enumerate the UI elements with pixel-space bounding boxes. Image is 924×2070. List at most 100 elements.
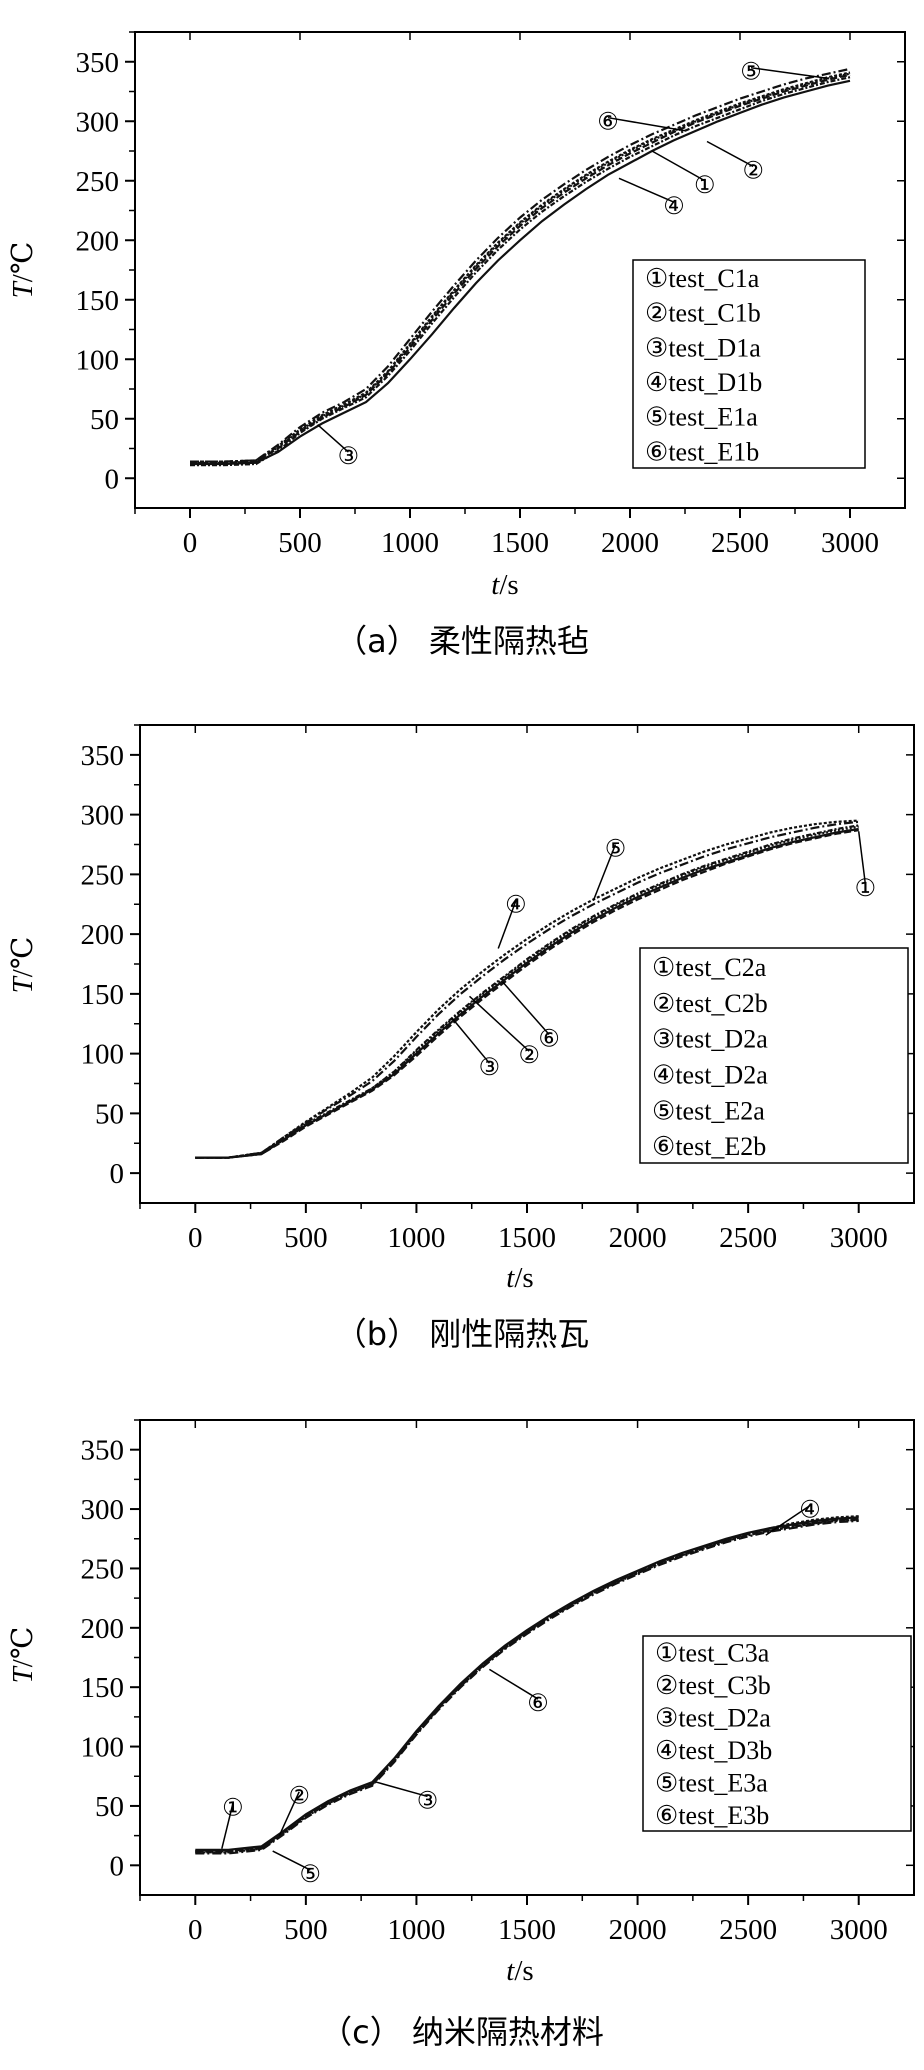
annotation-label: ① — [694, 173, 716, 199]
series-line-2 — [190, 76, 851, 467]
x-tick-label: 1000 — [387, 1914, 445, 1946]
legend-series-name: test_D1a — [668, 333, 761, 362]
annotation-label: ② — [518, 1043, 540, 1069]
annotation-label: ③ — [338, 444, 360, 470]
series-line-5 — [195, 820, 859, 1159]
series-line-3 — [190, 71, 851, 463]
y-tick-label: 300 — [81, 800, 125, 832]
legend-series-name: test_C3a — [678, 1638, 769, 1667]
x-tick-label: 2000 — [601, 527, 659, 559]
annotation-label: ③ — [479, 1055, 501, 1081]
annotation-label: ③ — [417, 1788, 439, 1814]
legend-series-name: test_C3b — [678, 1671, 770, 1700]
annotation-leader — [618, 177, 675, 203]
legend-series-name: test_D2a — [678, 1703, 771, 1732]
x-tick-label: 0 — [188, 1222, 203, 1254]
annotation-leader — [489, 1668, 539, 1700]
annotation-leader — [278, 1791, 300, 1836]
legend-marker: ① — [655, 1638, 678, 1667]
chart-panel-2: 0 500 1000 1500 2000 2500 3000 0 50 100 150 200 250 3… — [7, 1419, 915, 2051]
legend-series-name: test_C2a — [675, 953, 766, 982]
y-axis-variable: T — [7, 1665, 39, 1683]
legend-series-name: test_C2b — [675, 989, 767, 1018]
legend-series-name: test_D2a — [675, 1060, 768, 1089]
annotation-leader — [376, 1781, 428, 1798]
y-tick-label: 350 — [76, 47, 120, 79]
annotation-leader — [607, 116, 686, 132]
legend-entry: ②test_C2b — [652, 989, 768, 1018]
annotation-label: ⑤ — [300, 1862, 322, 1888]
annotation-leader — [750, 66, 829, 80]
legend-marker: ③ — [655, 1703, 678, 1732]
annotation-leader — [765, 1504, 811, 1536]
annotation-leader — [451, 1017, 490, 1064]
legend-box — [632, 259, 866, 469]
legend-series-name: test_C1a — [668, 264, 759, 293]
x-axis-unit: /s — [514, 1955, 533, 1987]
legend-box — [639, 947, 909, 1164]
y-axis-label: T/℃ — [7, 1627, 39, 1684]
legend-marker: ④ — [655, 1736, 678, 1765]
legend-entry: ②test_C1b — [645, 299, 761, 328]
legend-entry: ③test_D2a — [652, 1025, 768, 1054]
annotation-label: ④ — [505, 893, 527, 919]
legend-entry: ⑤test_E2a — [652, 1096, 765, 1125]
y-tick-label: 150 — [81, 1672, 125, 1704]
y-tick-label: 0 — [110, 1158, 125, 1190]
legend-series-name: test_E3a — [678, 1768, 768, 1797]
legend-marker: ④ — [652, 1060, 675, 1089]
x-tick-label: 2500 — [711, 527, 769, 559]
y-tick-label: 250 — [81, 1553, 125, 1585]
annotation-leader — [651, 150, 706, 182]
x-axis-unit: /s — [514, 1262, 533, 1294]
series-line-6 — [190, 72, 851, 464]
y-tick-label: 50 — [95, 1098, 124, 1130]
y-tick-label: 350 — [81, 1435, 125, 1467]
legend-marker: ⑤ — [655, 1768, 678, 1797]
legend-marker: ① — [652, 953, 675, 982]
annotation-label: ⑥ — [527, 1691, 549, 1717]
y-tick-label: 100 — [76, 344, 120, 376]
legend-series-name: test_E2a — [675, 1096, 765, 1125]
x-axis-unit: /s — [499, 569, 518, 601]
chart-panel-1: 0 500 1000 1500 2000 2500 3000 0 50 100 150 200 250 3… — [7, 724, 915, 1353]
legend-entry: ⑥test_E3b — [655, 1801, 769, 1830]
annotation-leader — [497, 900, 517, 949]
figure-caption: （c） 纳米隔热材料 — [320, 2013, 604, 2051]
y-tick-label: 50 — [95, 1791, 124, 1823]
annotation-label: ⑥ — [538, 1027, 560, 1053]
x-tick-label: 1500 — [491, 527, 549, 559]
annotation-label: ⑤ — [605, 837, 627, 863]
legend-marker: ③ — [645, 333, 668, 362]
x-axis-variable: t — [491, 569, 500, 601]
y-tick-label: 350 — [81, 740, 125, 772]
y-tick-label: 100 — [81, 1039, 125, 1071]
y-axis-unit: /℃ — [7, 937, 39, 978]
annotation-leader — [502, 981, 550, 1036]
annotation-leader — [221, 1803, 234, 1849]
annotation-leader — [706, 140, 754, 168]
y-axis-label: T/℃ — [7, 242, 39, 299]
y-tick-label: 300 — [81, 1494, 125, 1526]
series-line-2 — [195, 829, 859, 1159]
legend-entry: ⑤test_E1a — [645, 403, 758, 432]
x-tick-label: 500 — [284, 1222, 328, 1254]
annotation-label: ⑤ — [740, 60, 762, 86]
y-axis-unit: /℃ — [7, 1627, 39, 1668]
legend-series-name: test_D2a — [675, 1025, 768, 1054]
legend-entry: ②test_C3b — [655, 1671, 771, 1700]
y-tick-label: 250 — [76, 166, 120, 198]
legend-marker: ⑥ — [645, 437, 668, 466]
legend-entry: ⑥test_E1b — [645, 437, 759, 466]
y-axis-label: T/℃ — [7, 937, 39, 994]
legend-series-name: test_E1b — [668, 437, 759, 466]
figure-caption: （b） 刚性隔热瓦 — [335, 1315, 590, 1353]
annotation-label: ④ — [799, 1498, 821, 1524]
x-axis-label: t/s — [506, 1262, 533, 1294]
annotation-label: ② — [288, 1784, 310, 1810]
legend-entry: ⑤test_E3a — [655, 1768, 768, 1797]
y-axis-variable: T — [7, 975, 39, 993]
x-tick-label: 2000 — [609, 1222, 667, 1254]
legend-series-name: test_D3b — [678, 1736, 772, 1765]
